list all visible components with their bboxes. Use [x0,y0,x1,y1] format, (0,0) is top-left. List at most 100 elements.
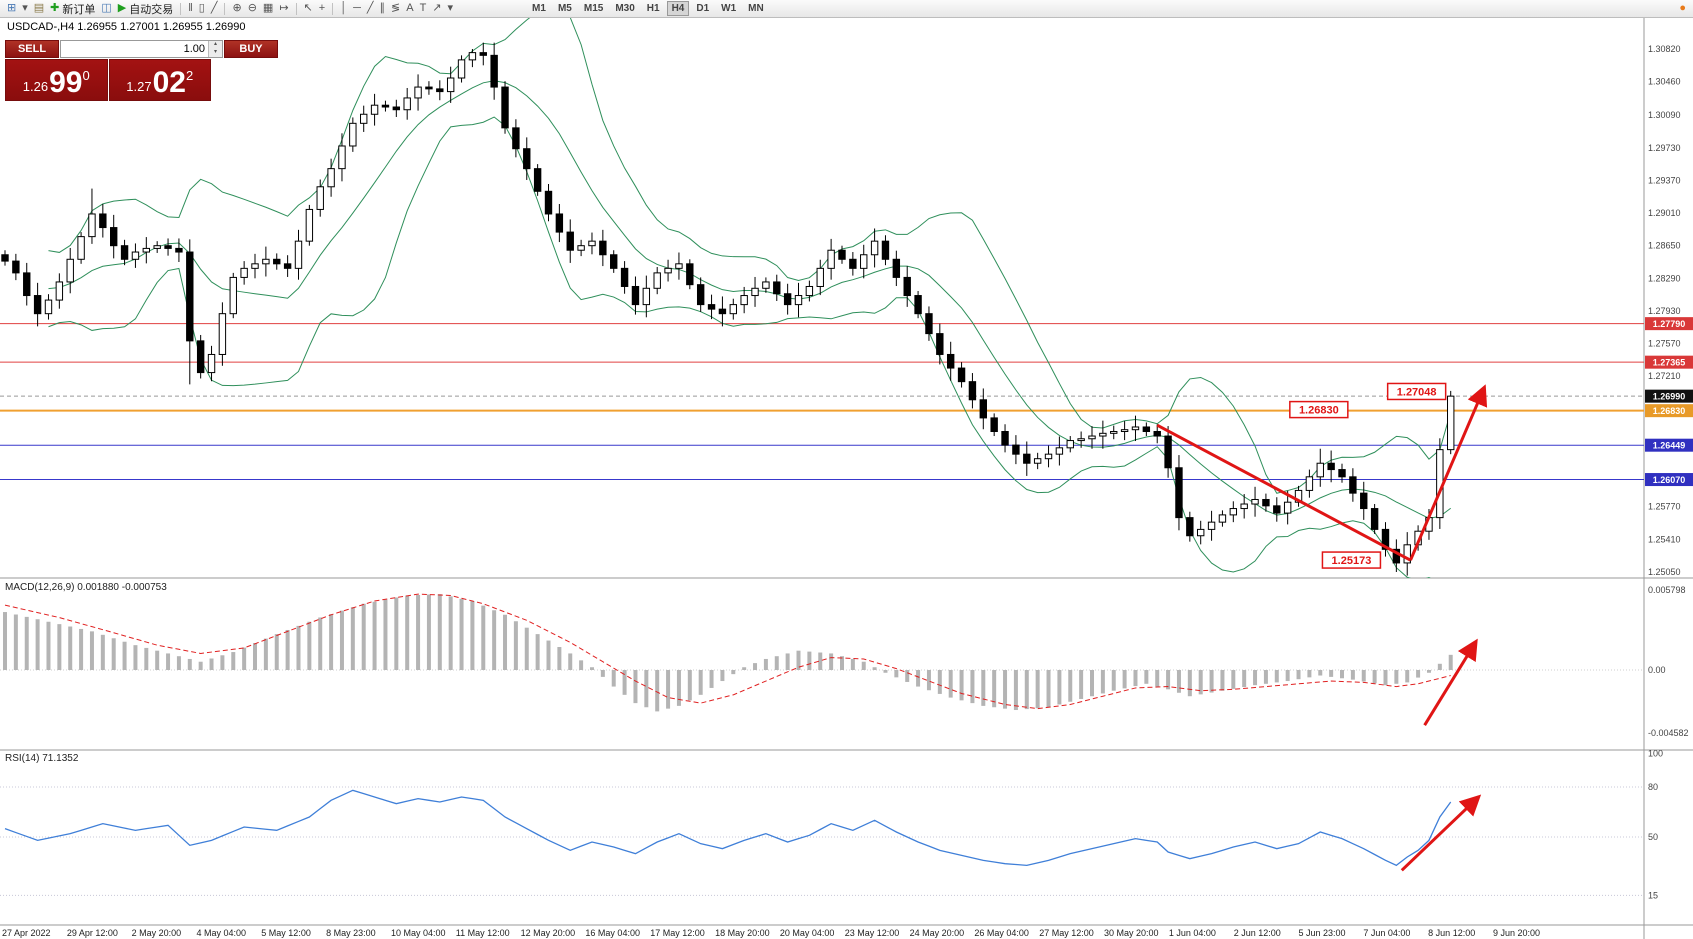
tile-windows-icon[interactable]: ▦ [260,1,276,16]
svg-text:23 May 12:00: 23 May 12:00 [845,928,900,938]
price-axis-labels: 1.30820 1.30460 1.30090 1.29730 1.29370 1.290… [1648,44,1681,577]
volume-input[interactable] [61,41,208,57]
zoom-in-icon[interactable]: ⊕ [229,1,244,16]
svg-text:100: 100 [1648,749,1663,759]
timeframe-button-h1[interactable]: H1 [646,3,660,14]
svg-text:10 May 04:00: 10 May 04:00 [391,928,446,938]
timeframe-button-m5[interactable]: M5 [557,3,572,14]
svg-text:27 Apr 2022: 27 Apr 2022 [2,928,51,938]
toolbar: ⊞ ▾ ▤ ✚ 新订单 ◫ ▶ 自动交易 ‖ ▯ ╱ ⊕ ⊖ ▦ ↦ ↖ + │ ─ ╱ ∥ ≶ A T ↗ ▾ M1 M5 M15 M3… [0,0,1693,18]
rsi-arrow [1400,794,1482,872]
volume-down-icon[interactable]: ▾ [209,49,222,57]
svg-text:1 Jun 04:00: 1 Jun 04:00 [1169,928,1216,938]
price-axis[interactable] [1644,17,1693,925]
profiles-icon: ▤ [33,2,45,14]
svg-text:1.30460: 1.30460 [1648,77,1681,87]
svg-text:1.26070: 1.26070 [1653,475,1686,485]
bar-chart-icon: ‖ [188,2,193,14]
svg-text:1.29370: 1.29370 [1648,175,1681,185]
update-status-icon: ● [1679,2,1686,14]
vertical-line-icon[interactable]: │ [337,1,350,16]
crosshair-icon[interactable]: + [316,1,328,16]
svg-text:20 May 04:00: 20 May 04:00 [780,928,835,938]
trendline-icon: ╱ [366,2,374,14]
toolbar-separator [180,2,182,15]
profiles-icon[interactable]: ▤ [31,1,47,16]
svg-text:12 May 20:00: 12 May 20:00 [521,928,576,938]
zoom-out-icon[interactable]: ⊖ [245,1,260,16]
auto-scroll-icon[interactable]: ↦ [276,1,291,16]
horizontal-levels: 1.27790 1.27365 1.26990 1.26830 1.26449 1.260… [0,317,1693,487]
svg-text:0.005798: 0.005798 [1648,585,1686,595]
svg-text:27 May 12:00: 27 May 12:00 [1039,928,1094,938]
svg-text:1.27930: 1.27930 [1648,306,1681,316]
macd-panel: 0.005798 0.00 -0.004582 [0,585,1689,738]
toolbar-separator [224,2,226,15]
text-icon: A [406,2,414,14]
timeframe-button-m15[interactable]: M15 [583,3,604,14]
timeframe-button-m30[interactable]: M30 [615,3,635,14]
sell-button[interactable]: SELL [5,40,59,58]
volume-up-icon[interactable]: ▴ [209,41,222,49]
svg-text:2 May 20:00: 2 May 20:00 [132,928,182,938]
macd-label: MACD(12,26,9) 0.001880 -0.000753 [5,582,167,593]
svg-text:5 Jun 23:00: 5 Jun 23:00 [1299,928,1346,938]
svg-text:9 Jun 20:00: 9 Jun 20:00 [1493,928,1540,938]
buy-button[interactable]: BUY [224,40,278,58]
autotrading-button-label: 自动交易 [129,3,174,16]
crosshair-icon: + [318,2,326,14]
svg-text:1.25770: 1.25770 [1648,502,1681,512]
timeframe-button-mn[interactable]: MN [748,3,764,14]
svg-text:30 May 20:00: 30 May 20:00 [1104,928,1159,938]
svg-text:1.30090: 1.30090 [1648,110,1681,120]
new-order-button[interactable]: ✚ 新订单 [47,1,98,16]
svg-text:18 May 20:00: 18 May 20:00 [715,928,770,938]
new-chart-icon[interactable]: ⊞ [4,1,19,16]
bar-chart-icon[interactable]: ‖ [185,1,196,16]
time-axis[interactable] [0,925,1644,939]
candlestick-chart-icon: ▯ [198,2,205,14]
svg-text:1.27365: 1.27365 [1653,358,1686,368]
cursor-icon[interactable]: ↖ [301,1,316,16]
trend-annotations: 1.27048 1.26830 1.25173 [1156,382,1488,569]
horizontal-line-icon[interactable]: ─ [350,1,364,16]
buy-price-button[interactable]: 1.27 02 2 [108,59,211,101]
svg-text:1.26449: 1.26449 [1653,441,1686,451]
sell-price-button[interactable]: 1.26 99 0 [5,59,108,101]
chart-window-icon[interactable]: ◫ [98,1,114,16]
svg-text:1.26830: 1.26830 [1299,405,1339,417]
chart-window-icon: ◫ [101,2,112,14]
tile-windows-icon: ▦ [262,2,274,14]
text-icon[interactable]: A [403,1,416,16]
arrow-tools-icon[interactable]: ↗ [429,1,444,16]
vertical-line-icon: │ [340,2,348,14]
label-icon[interactable]: T [417,1,430,16]
candlestick-chart-icon[interactable]: ▯ [196,1,208,16]
svg-text:1.25173: 1.25173 [1332,555,1372,567]
chart-dropdown-icon[interactable]: ▾ [19,1,31,16]
zoom-out-icon: ⊖ [247,2,257,14]
svg-text:1.25050: 1.25050 [1648,567,1681,577]
timeframe-button-d1[interactable]: D1 [696,3,710,14]
svg-text:4 May 04:00: 4 May 04:00 [196,928,246,938]
timeframe-button-m1[interactable]: M1 [532,3,546,14]
update-status-icon[interactable]: ● [1676,1,1689,16]
svg-text:7 Jun 04:00: 7 Jun 04:00 [1363,928,1410,938]
svg-text:24 May 20:00: 24 May 20:00 [910,928,965,938]
trendline-icon[interactable]: ╱ [364,1,377,16]
downtrend-line [1156,423,1412,562]
line-chart-icon[interactable]: ╱ [208,1,221,16]
timeframe-button-h4[interactable]: H4 [666,1,690,16]
autotrading-button[interactable]: ▶ 自动交易 [115,1,176,16]
one-click-trading-panel: SELL ▴ ▾ BUY 1.26 99 0 1.27 02 2 [5,40,278,101]
svg-text:8 Jun 12:00: 8 Jun 12:00 [1428,928,1475,938]
timeframe-button-w1[interactable]: W1 [721,3,737,14]
buy-price-big: 02 [152,66,186,99]
arrow-tools-dropdown-icon[interactable]: ▾ [445,1,457,16]
svg-text:50: 50 [1648,832,1658,842]
fibonacci-icon[interactable]: ≶ [388,1,403,16]
channel-icon[interactable]: ∥ [377,1,389,16]
